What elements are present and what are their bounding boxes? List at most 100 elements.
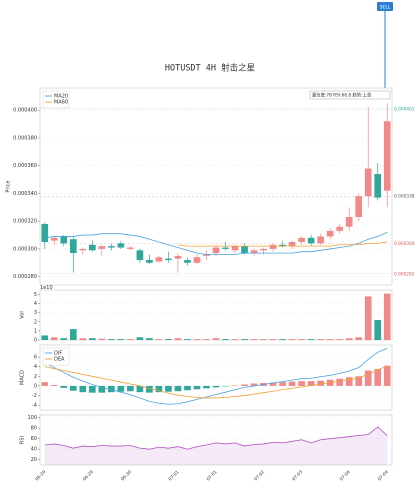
macd-bar bbox=[203, 385, 210, 389]
panel-frame bbox=[39, 414, 393, 466]
y-tick-label: 0 bbox=[34, 383, 37, 389]
candle-body bbox=[127, 247, 134, 249]
volume-bar bbox=[279, 339, 286, 340]
macd-bar bbox=[298, 381, 305, 386]
volume-bar bbox=[146, 338, 153, 340]
volume-bar bbox=[117, 339, 125, 340]
volume-bar bbox=[174, 338, 182, 340]
candle-body bbox=[98, 246, 106, 249]
macd-bar bbox=[136, 385, 144, 393]
candle-body bbox=[50, 237, 58, 241]
volume-bar bbox=[383, 293, 391, 340]
macd-bar bbox=[355, 376, 363, 386]
series-line bbox=[44, 426, 388, 450]
candle-body bbox=[88, 244, 96, 251]
volume-bar bbox=[355, 337, 363, 340]
candle-body bbox=[336, 226, 344, 231]
candle-body bbox=[317, 236, 324, 244]
y-axis-label: MACD bbox=[20, 370, 26, 385]
candle-body bbox=[279, 244, 286, 247]
series-line bbox=[44, 365, 388, 399]
candle-body bbox=[165, 258, 172, 261]
candle-body bbox=[355, 196, 363, 218]
macd-bar bbox=[269, 382, 277, 386]
candle-body bbox=[364, 168, 372, 197]
volume-bar bbox=[212, 338, 220, 340]
candle-body bbox=[79, 248, 87, 251]
price-level-label: 0.000304 bbox=[394, 241, 415, 247]
price-level-label: 0.000282 bbox=[394, 271, 415, 277]
volume-bar bbox=[317, 339, 324, 340]
candle-body bbox=[298, 237, 305, 242]
y-tick-label: 3 bbox=[34, 310, 37, 316]
candle-body bbox=[193, 257, 201, 263]
macd-bar bbox=[241, 384, 248, 386]
candle-body bbox=[269, 244, 277, 249]
y-tick-label: 4 bbox=[34, 301, 37, 307]
legend-label: MA20 bbox=[54, 94, 68, 100]
candle-body bbox=[184, 260, 191, 263]
y-tick-label: 20 bbox=[31, 457, 37, 463]
macd-bar bbox=[146, 385, 153, 393]
volume-bar bbox=[288, 339, 296, 340]
y-tick-label: 2 bbox=[34, 319, 37, 325]
candle-body bbox=[203, 254, 210, 256]
y-axis-label: RSI bbox=[20, 436, 26, 444]
candle-body bbox=[345, 217, 353, 227]
candle-body bbox=[288, 241, 296, 247]
macd-bar bbox=[69, 385, 77, 391]
macd-bar bbox=[155, 385, 163, 393]
y-tick-label: 1 bbox=[34, 328, 37, 334]
series-line bbox=[44, 231, 388, 255]
y-tick-label: 60 bbox=[31, 436, 37, 442]
candle-body bbox=[41, 223, 49, 242]
candle-body bbox=[117, 243, 125, 248]
volume-bar bbox=[41, 335, 49, 340]
series-line bbox=[177, 241, 388, 247]
y-tick-label: 2 bbox=[34, 374, 37, 380]
macd-bar bbox=[174, 385, 182, 392]
y-tick-label: 0 bbox=[34, 338, 37, 344]
series-line bbox=[44, 347, 388, 405]
volume-bar bbox=[269, 339, 277, 340]
info-text: 置信度:78 RSI:66.8 趋势:上涨 bbox=[312, 92, 372, 99]
macd-bar bbox=[317, 380, 324, 386]
chart-title: HOTUSDT 4H 射击之星 bbox=[165, 63, 255, 74]
y-tick-label: 0.000300 bbox=[13, 246, 37, 252]
legend-label: DIF bbox=[54, 351, 62, 357]
y-tick-label: 6 bbox=[34, 355, 37, 361]
macd-bar bbox=[41, 382, 49, 386]
candle-body bbox=[146, 260, 153, 263]
y-tick-label: 4 bbox=[34, 364, 37, 370]
volume-bar bbox=[98, 338, 106, 340]
candle-body bbox=[326, 230, 334, 237]
macd-bar bbox=[383, 365, 391, 386]
candle-body bbox=[69, 239, 77, 254]
macd-bar bbox=[165, 385, 172, 392]
y-tick-label: -4 bbox=[32, 403, 37, 409]
macd-bar bbox=[79, 385, 87, 393]
candle-body bbox=[155, 257, 163, 262]
macd-bar bbox=[345, 377, 353, 386]
macd-bar bbox=[88, 385, 96, 393]
y-tick-label: 100 bbox=[27, 415, 37, 421]
macd-bar bbox=[374, 369, 382, 386]
sell-badge bbox=[377, 2, 393, 11]
macd-bar bbox=[98, 385, 106, 393]
macd-bar bbox=[108, 385, 115, 393]
series-area bbox=[44, 427, 388, 465]
y-tick-label: 0.000320 bbox=[13, 219, 37, 225]
candle-body bbox=[241, 246, 248, 254]
candle-body bbox=[136, 250, 144, 261]
candle-body bbox=[60, 236, 68, 244]
volume-bar bbox=[79, 338, 87, 340]
legend-box bbox=[42, 347, 70, 366]
price-level-label: 0.000401 bbox=[394, 106, 415, 112]
sell-label: SELL bbox=[380, 4, 391, 10]
candle-body bbox=[231, 246, 239, 251]
volume-bar bbox=[345, 338, 353, 340]
macd-bar bbox=[212, 385, 220, 388]
macd-bar bbox=[117, 385, 125, 392]
volume-bar bbox=[231, 339, 239, 340]
legend-box bbox=[42, 90, 70, 109]
